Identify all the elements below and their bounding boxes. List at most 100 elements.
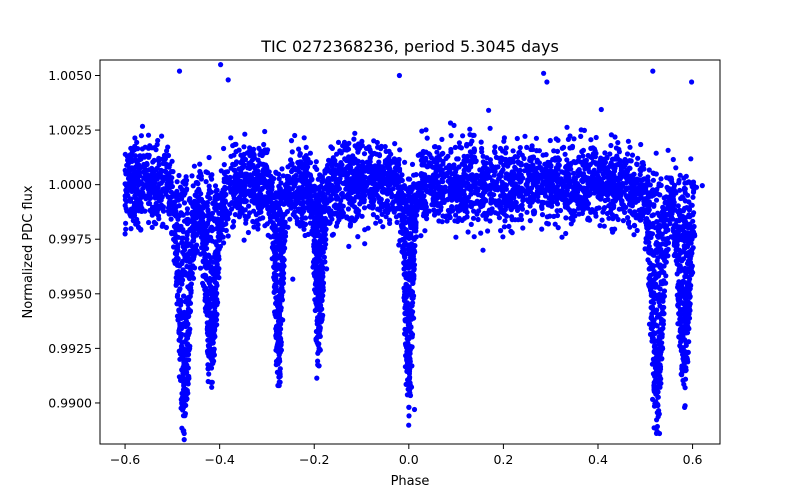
data-point: [571, 175, 577, 181]
data-point: [193, 226, 199, 232]
data-point: [290, 276, 296, 282]
data-point: [182, 350, 188, 357]
data-point: [380, 224, 386, 230]
data-point: [599, 162, 605, 168]
data-point: [564, 124, 570, 130]
data-point: [174, 221, 180, 227]
data-point: [346, 243, 352, 249]
data-point: [598, 106, 604, 113]
data-point: [369, 196, 375, 202]
data-point: [274, 325, 281, 331]
data-point: [372, 176, 378, 183]
data-point: [221, 176, 227, 182]
data-point: [581, 185, 587, 191]
data-point: [355, 211, 361, 217]
data-point: [255, 226, 261, 232]
data-point: [168, 216, 174, 222]
data-point: [142, 208, 148, 214]
data-point: [275, 227, 281, 233]
data-point: [131, 200, 137, 206]
data-point: [343, 186, 349, 192]
data-point: [575, 201, 581, 207]
data-point: [579, 210, 586, 216]
data-point: [206, 371, 212, 377]
data-point: [512, 173, 518, 179]
data-point: [505, 163, 511, 169]
data-point: [501, 207, 507, 213]
data-point: [256, 175, 262, 181]
data-point: [366, 203, 372, 209]
data-point: [486, 107, 492, 113]
data-point: [351, 173, 357, 179]
data-point: [205, 263, 211, 269]
data-point: [498, 228, 504, 234]
data-point: [346, 140, 352, 146]
data-point: [182, 338, 188, 345]
data-point: [246, 179, 252, 185]
data-point: [437, 165, 443, 171]
data-point: [665, 147, 671, 153]
data-point: [155, 213, 162, 219]
data-point: [159, 188, 165, 194]
data-point: [534, 157, 540, 163]
data-point: [245, 229, 251, 236]
data-point: [232, 173, 238, 179]
data-point: [213, 187, 220, 194]
data-point: [334, 178, 340, 184]
data-point: [202, 286, 208, 292]
data-point: [182, 411, 188, 417]
data-point: [146, 219, 152, 226]
data-point: [178, 280, 184, 286]
data-point: [153, 166, 160, 172]
data-point: [359, 213, 365, 219]
data-point: [341, 139, 348, 145]
data-point: [482, 189, 488, 195]
data-point: [608, 142, 614, 149]
data-point: [163, 224, 169, 231]
data-point: [391, 158, 397, 165]
data-point: [440, 150, 446, 156]
data-point: [613, 145, 620, 151]
data-point: [431, 202, 438, 208]
data-point: [214, 261, 220, 267]
data-point: [296, 146, 302, 152]
data-point: [280, 275, 286, 281]
data-point: [204, 200, 211, 206]
data-point: [142, 144, 148, 150]
data-point: [423, 157, 429, 163]
data-point: [169, 229, 175, 236]
data-point: [279, 289, 285, 295]
data-point: [307, 182, 313, 189]
data-point: [181, 346, 187, 352]
data-point: [525, 191, 531, 197]
data-point: [635, 155, 641, 161]
data-point: [225, 233, 231, 239]
data-point: [192, 220, 198, 226]
data-point: [298, 194, 305, 200]
data-point: [605, 196, 611, 203]
data-point: [564, 157, 570, 163]
data-point: [452, 169, 459, 175]
data-point: [613, 213, 619, 219]
data-point: [446, 164, 453, 170]
data-point: [169, 208, 175, 214]
data-point: [138, 227, 144, 233]
data-point: [274, 309, 280, 315]
data-point: [235, 183, 241, 189]
data-point: [609, 187, 615, 194]
data-point: [145, 200, 152, 207]
data-point: [617, 158, 623, 164]
data-point: [436, 190, 442, 196]
data-point: [488, 183, 494, 189]
data-point: [522, 133, 528, 139]
data-point: [302, 215, 309, 221]
data-point: [249, 163, 255, 169]
data-point: [638, 212, 644, 218]
data-point: [514, 135, 520, 142]
data-point: [500, 234, 506, 240]
data-point: [424, 188, 430, 194]
data-point: [359, 168, 365, 174]
data-point: [132, 153, 138, 159]
data-point: [456, 187, 462, 193]
data-point: [347, 164, 353, 170]
